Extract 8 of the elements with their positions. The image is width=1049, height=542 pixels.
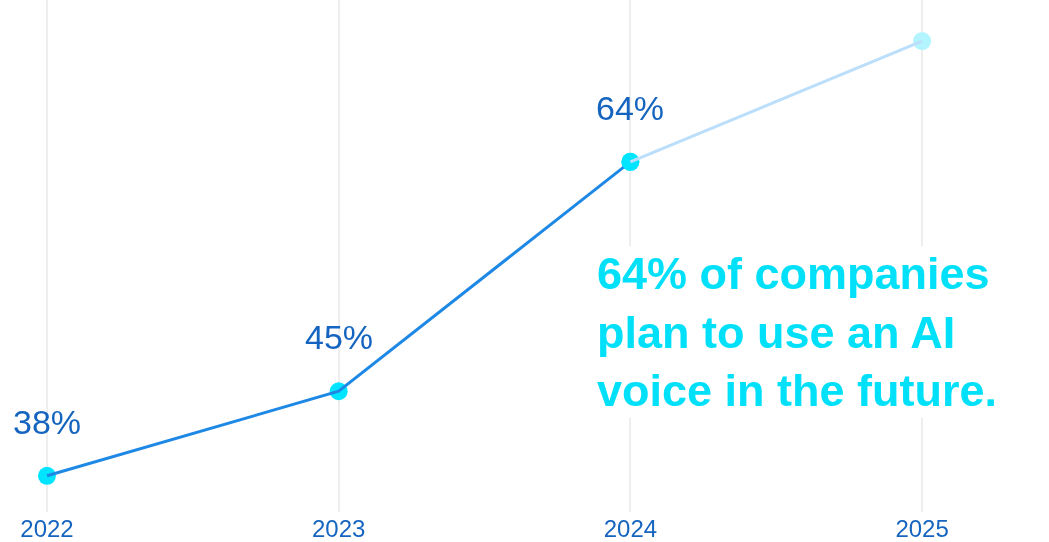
x-tick-label: 2023 (311, 515, 366, 542)
data-label: 45% (305, 318, 374, 356)
annotation: 64% of companies plan to use an AI voice in the future. (597, 248, 998, 416)
data-label: 64% (596, 89, 665, 127)
x-tick-label: 2025 (895, 515, 949, 542)
x-tick-label: 2022 (20, 515, 74, 542)
x-tick-label: 2024 (603, 515, 658, 542)
data-label: 38% (13, 403, 82, 441)
